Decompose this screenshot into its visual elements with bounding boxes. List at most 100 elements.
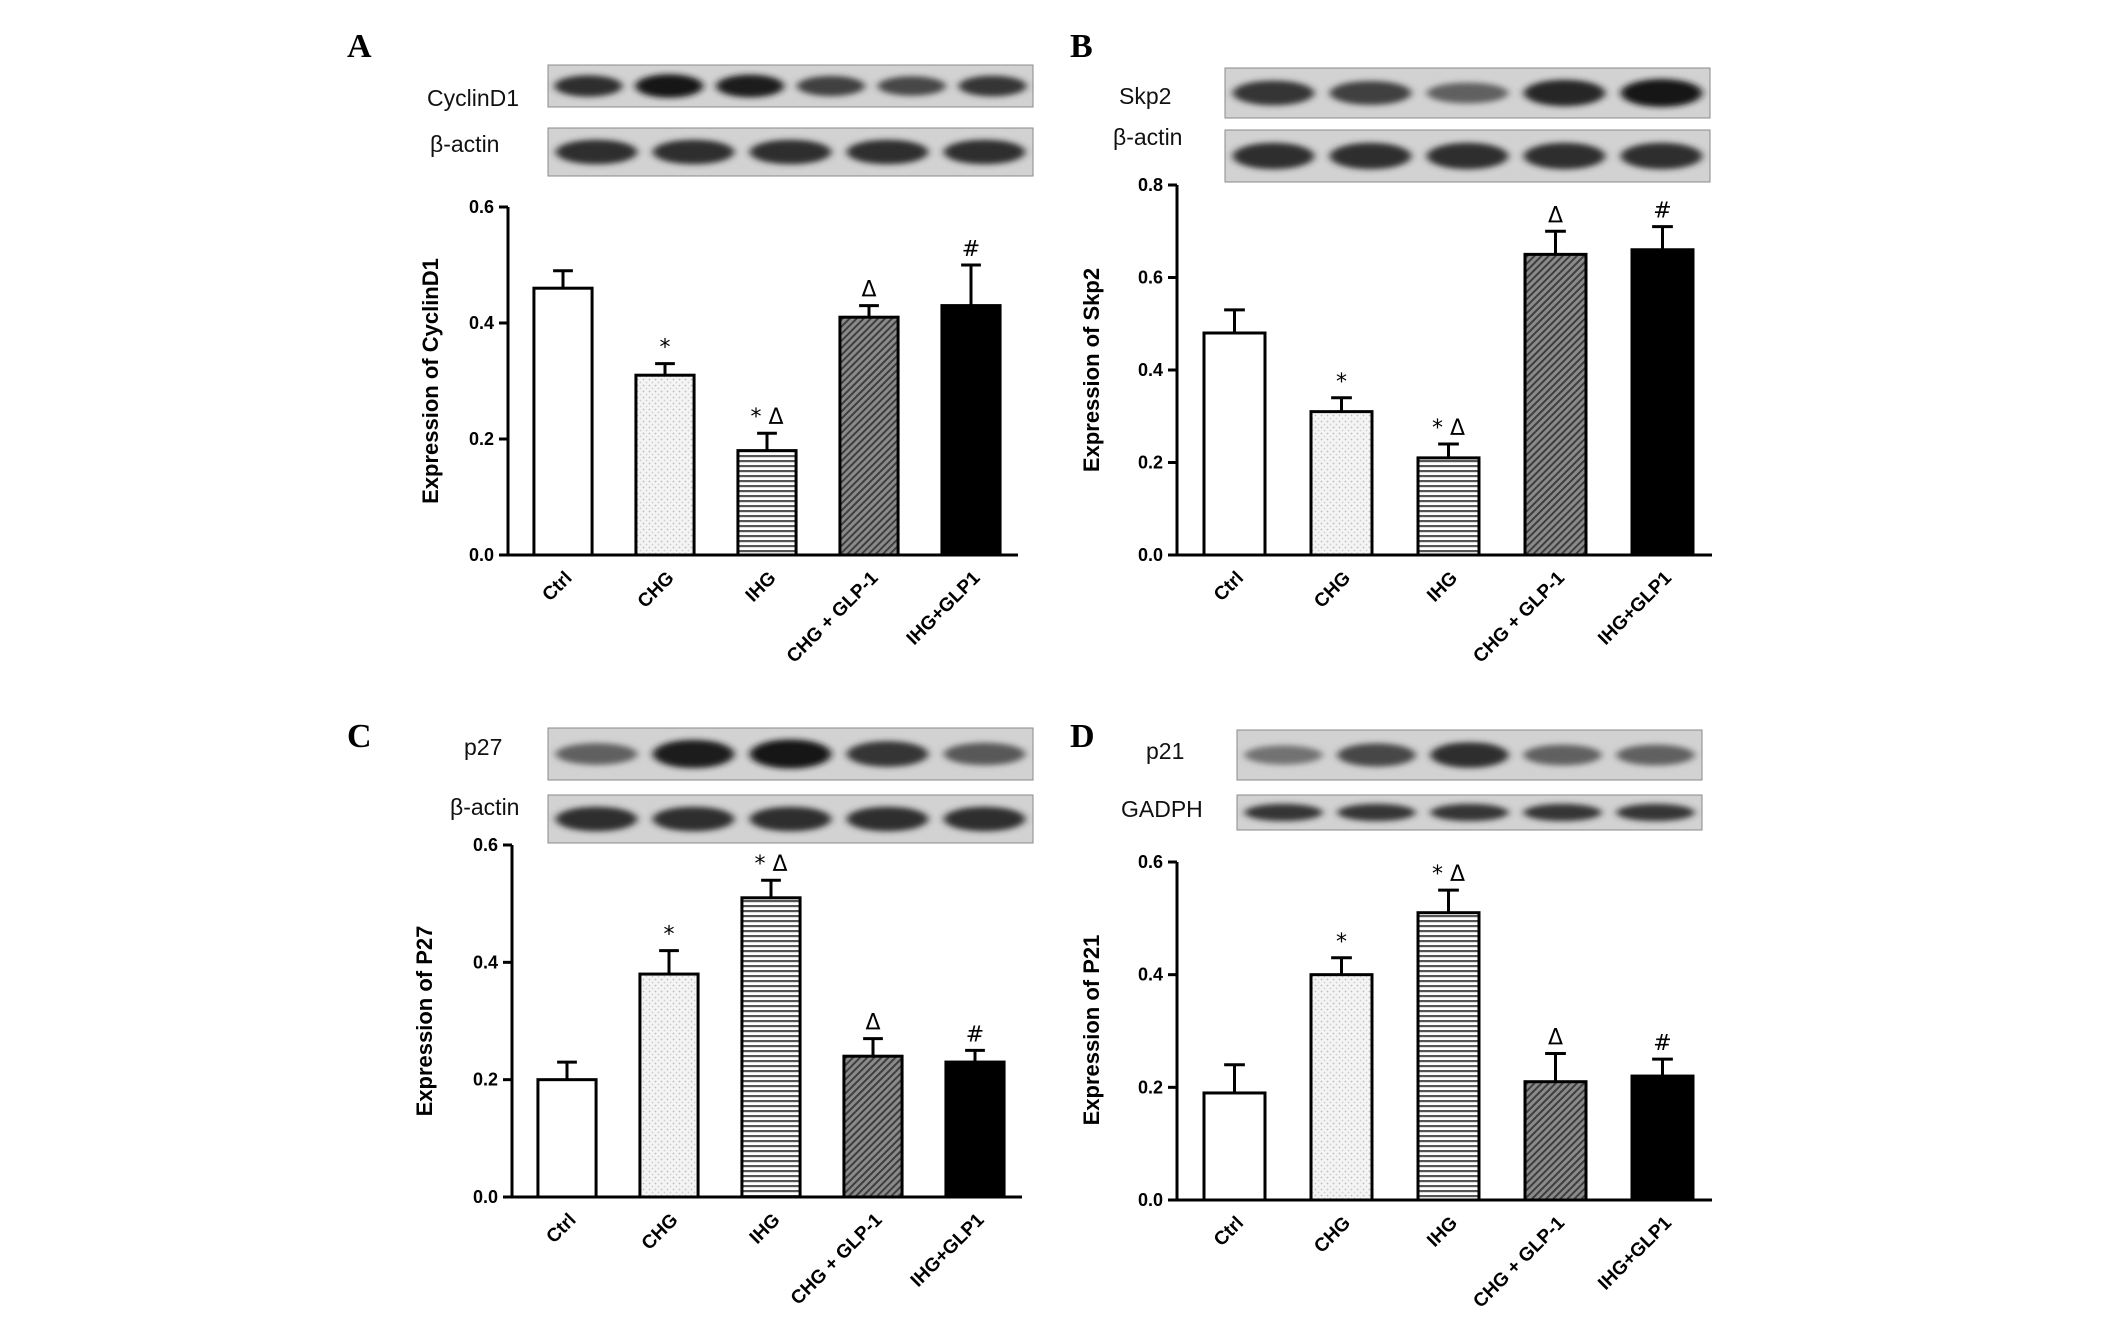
western-blot-loading-control [1224,129,1711,183]
significance-marker: # [1653,1031,1671,1056]
y-tick-label: 0.8 [1138,175,1163,195]
x-tick-label: Ctrl [543,1210,581,1248]
x-tick-label: IHG [746,1210,785,1249]
blot-band [555,743,638,765]
x-tick-label: CHG + GLP-1 [1469,1212,1569,1312]
y-tick-label: 0.4 [469,313,494,333]
blot-label-protein: Skp2 [1119,83,1171,109]
blot-band [749,139,832,165]
significance-marker: * [1336,930,1347,955]
blot-band [1244,745,1323,765]
bar-chart: 0.0 0.2 0.4 0.6 Ctrl * CHG * Δ IHG Δ CHG + GLP-1 # I… [469,197,1018,667]
bar-chart: 0.0 0.2 0.4 0.6 Ctrl * CHG * Δ IHG Δ CHG + GLP-1 # I… [1138,852,1712,1312]
blot-band [846,741,929,767]
blot-background [547,64,1034,108]
blot-band [796,75,865,97]
y-tick-label: 0.2 [1138,453,1163,473]
bar [1202,331,1267,557]
bar [838,315,900,557]
y-tick-label: 0.0 [469,545,494,565]
western-blot-loading-control [547,127,1034,177]
blot-label-protein: p21 [1146,738,1184,764]
blot-band [943,742,1026,766]
blot-band [652,139,735,165]
blot-band [1430,742,1509,768]
blot-band [958,75,1027,97]
blot-band [555,806,638,832]
blot-band [1523,142,1606,170]
y-tick-label: 0.4 [473,952,498,972]
panel-letter: A [347,28,372,65]
x-tick-label: CHG [1310,1213,1355,1258]
panel-letter: D [1070,718,1095,755]
panel-c: C p27 β-actin 0.0 0.2 0.4 0.6 Ctrl * CHG * Δ IHG… [347,718,1034,1309]
significance-marker: Δ [1548,203,1563,228]
x-tick-label: CHG [634,568,679,613]
x-tick-label: Ctrl [1210,568,1248,606]
y-axis-title: Expression of CyclinD1 [418,258,443,504]
blot-band [1616,803,1695,822]
blot-band [1232,80,1315,106]
bar [740,896,802,1199]
western-blot-protein [1224,67,1711,119]
x-tick-label: CHG + GLP-1 [1469,567,1569,667]
bar [1523,1080,1588,1202]
bar [944,1060,1006,1199]
y-tick-label: 0.6 [1138,268,1163,288]
x-tick-label: Ctrl [1210,1213,1248,1251]
blot-band [749,806,832,832]
y-tick-label: 0.0 [473,1187,498,1207]
significance-marker: # [962,237,980,262]
blot-label-protein: p27 [464,734,502,760]
bar [1309,410,1374,557]
x-tick-label: IHG [1423,1213,1462,1252]
significance-marker: * Δ [1432,416,1465,441]
blot-band [943,806,1026,832]
y-tick-label: 0.6 [1138,852,1163,872]
significance-marker: * Δ [1432,862,1465,887]
x-tick-label: IHG+GLP1 [907,1209,989,1291]
western-blot-loading-control [547,794,1034,844]
blot-band [652,739,735,769]
y-axis-title: Expression of P27 [412,926,437,1117]
blot-band [555,139,638,165]
significance-marker: * Δ [754,852,787,877]
western-blot-protein [1236,729,1703,781]
bar [1630,1074,1695,1202]
significance-marker: Δ [1548,1026,1563,1051]
y-tick-label: 0.0 [1138,545,1163,565]
x-tick-label: IHG+GLP1 [1594,567,1676,649]
significance-marker: * Δ [750,405,783,430]
bar [1523,252,1588,557]
blot-band [1523,79,1606,107]
western-blot-protein [547,64,1034,108]
x-tick-label: IHG+GLP1 [1594,1212,1676,1294]
panel-letter: B [1070,28,1093,65]
blot-band [1329,142,1412,170]
significance-marker: # [966,1022,984,1047]
bar [1630,248,1695,557]
bar [1416,911,1481,1202]
blot-band [1232,142,1315,170]
blot-label-loading-control: β-actin [1113,124,1182,150]
blot-band [1523,803,1602,822]
blot-band [1616,744,1695,766]
y-tick-label: 0.0 [1138,1190,1163,1210]
blot-band [1337,743,1416,767]
y-axis-title: Expression of Skp2 [1079,268,1104,472]
y-axis-title: Expression of P21 [1079,935,1104,1126]
x-tick-label: CHG + GLP-1 [783,567,883,667]
y-tick-label: 0.6 [469,197,494,217]
blot-band [1620,142,1703,170]
blot-band [1620,79,1703,107]
blot-band [1430,803,1509,822]
x-tick-label: IHG+GLP1 [903,567,985,649]
significance-marker: * [1336,370,1347,395]
blot-label-loading-control: GADPH [1121,796,1203,822]
bar [842,1054,904,1199]
y-tick-label: 0.2 [1138,1077,1163,1097]
panel-a: A CyclinD1 β-actin 0.0 0.2 0.4 0.6 Ctrl * CHG *… [347,28,1034,667]
y-tick-label: 0.2 [473,1070,498,1090]
western-blot-loading-control [1236,794,1703,831]
